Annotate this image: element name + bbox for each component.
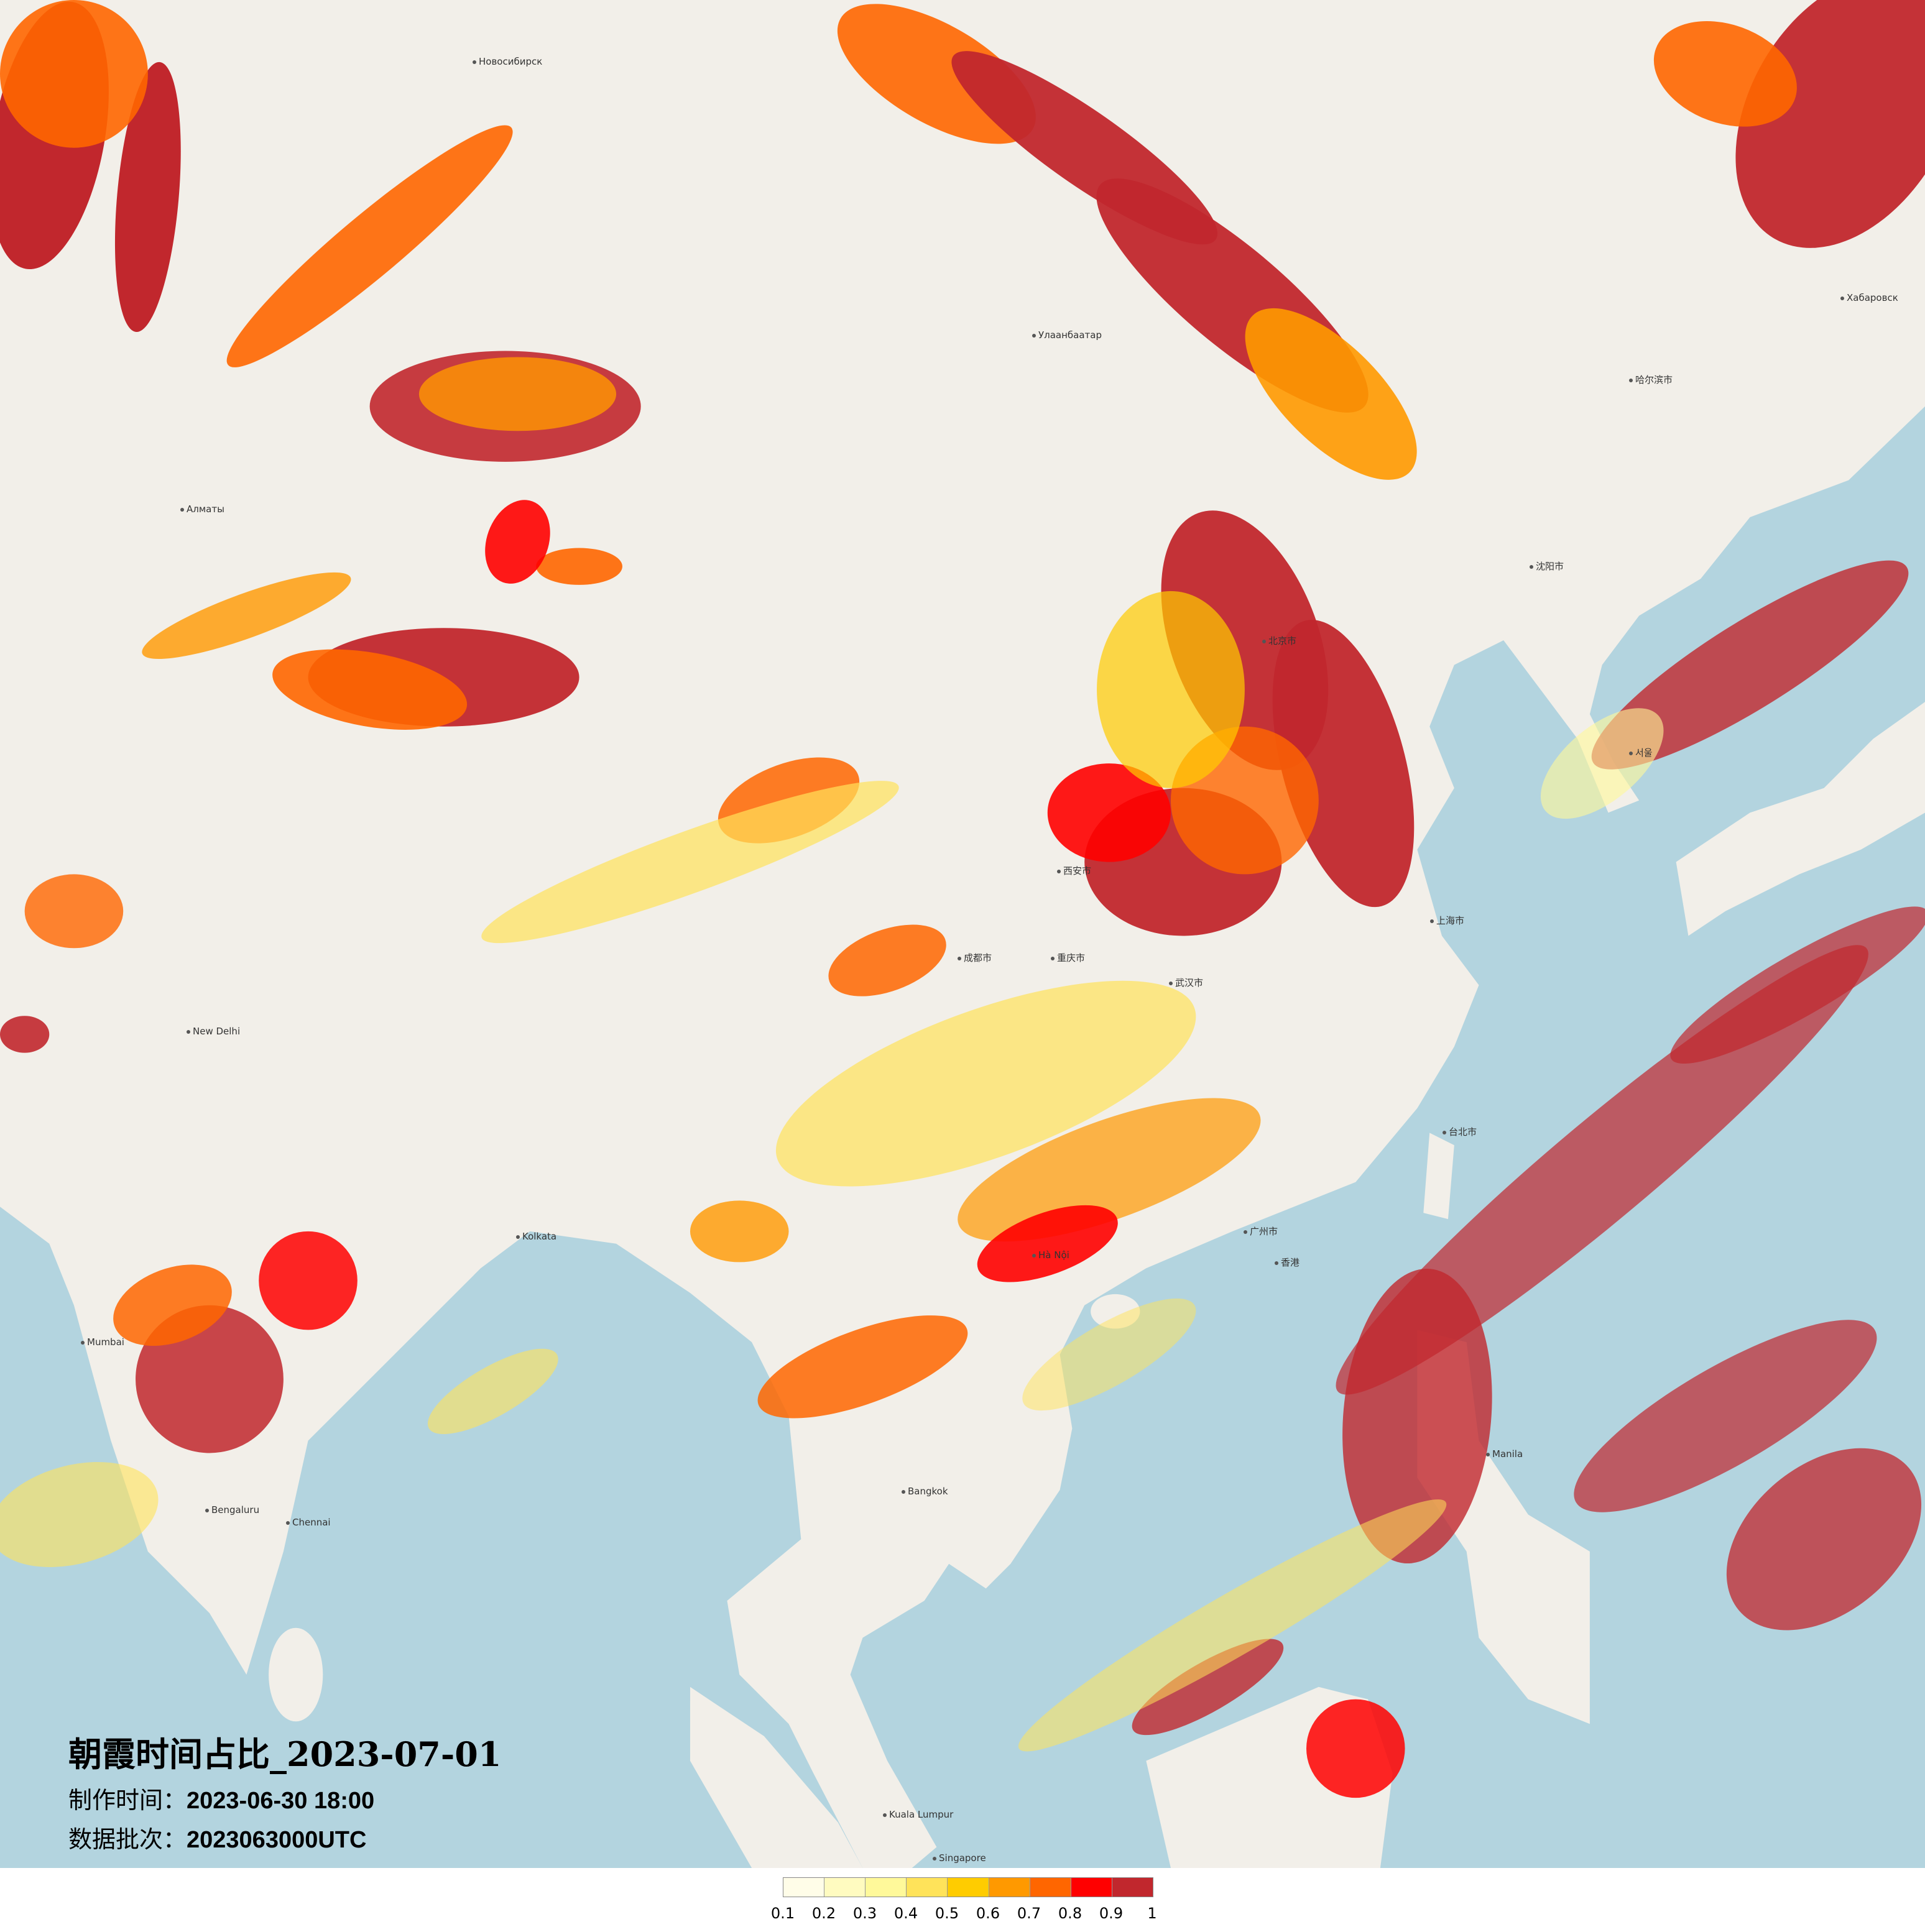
glow-ratio-area [775, 980, 1196, 1187]
legend-label: 0.4 [893, 1905, 918, 1922]
glow-ratio-area [828, 924, 946, 996]
sunrise-glow-overlay [0, 0, 1925, 1798]
city-label: Mumbai [81, 1336, 124, 1348]
city-label: Улаанбаатар [1032, 329, 1102, 341]
city-label: Chennai [286, 1517, 331, 1528]
glow-ratio-area [757, 1315, 968, 1419]
legend-label: 0.9 [1099, 1905, 1124, 1922]
city-label: Singapore [933, 1852, 986, 1864]
city-label: 香港 [1275, 1256, 1299, 1269]
city-label: Manila [1486, 1448, 1523, 1460]
legend-label: 0.3 [852, 1905, 877, 1922]
city-label: Kolkata [516, 1231, 556, 1242]
city-label: 哈尔滨市 [1629, 373, 1673, 386]
legend-label: 0.2 [811, 1905, 836, 1922]
glow-ratio-area [427, 1348, 558, 1435]
city-label: Kuala Lumpur [883, 1809, 953, 1820]
city-label: 成都市 [958, 951, 992, 964]
sri-lanka [269, 1627, 323, 1722]
city-label: 台北市 [1443, 1125, 1477, 1138]
glow-ratio-area [1018, 1499, 1447, 1752]
legend-label: 1 [1147, 1905, 1157, 1922]
city-label: 武汉市 [1169, 976, 1203, 989]
city-label: 沈阳市 [1530, 559, 1564, 573]
glow-ratio-area [536, 548, 622, 585]
glow-ratio-area [259, 1231, 358, 1330]
glow-ratio-area [1726, 1448, 1922, 1631]
glow-ratio-area [481, 781, 899, 944]
glow-ratio-area [1670, 906, 1925, 1064]
data-batch: 数据批次：2023063000UTC [68, 1826, 367, 1853]
glow-ratio-area [0, 1016, 50, 1053]
glow-ratio-area [1047, 763, 1171, 862]
glow-ratio-area [977, 1205, 1118, 1282]
legend-swatch [907, 1878, 948, 1897]
glow-ratio-area [1574, 1320, 1877, 1512]
glow-ratio-area [690, 1200, 789, 1263]
glow-ratio-area [1022, 1298, 1196, 1411]
city-label: 서울 [1629, 746, 1653, 759]
city-label: Новосибирск [473, 56, 542, 67]
city-label: 西安市 [1057, 864, 1091, 877]
city-label: Hà Nội [1032, 1249, 1069, 1261]
glow-ratio-area [114, 62, 181, 333]
glow-ratio-area [24, 874, 124, 949]
city-label: Хабаровск [1840, 292, 1898, 303]
legend-swatch [866, 1878, 907, 1897]
glow-ratio-area [1097, 591, 1245, 788]
city-label: New Delhi [187, 1026, 240, 1037]
mainland [0, 0, 1925, 1868]
glow-ratio-area [1306, 1699, 1405, 1798]
legend-label: 0.5 [935, 1905, 959, 1922]
city-label: Bangkok [902, 1486, 948, 1497]
city-label: 上海市 [1430, 914, 1464, 927]
production-time: 制作时间：2023-06-30 18:00 [68, 1787, 375, 1814]
title-block: 朝霞时间占比_2023-07-01 制作时间：2023-06-30 18:00 … [68, 1734, 501, 1852]
glow-ratio-area [418, 357, 617, 431]
map-canvas[interactable] [0, 0, 1925, 1868]
legend-swatch [824, 1878, 866, 1897]
legend-labels: 0.1 0.2 0.3 0.4 0.5 0.6 0.7 0.8 0.9 1 [770, 1905, 1168, 1923]
legend-swatch [1112, 1878, 1153, 1897]
japan [1676, 702, 1925, 936]
glow-ratio-area [0, 0, 148, 148]
city-label: 重庆市 [1051, 951, 1085, 964]
glow-ratio-area [142, 572, 351, 660]
city-label: 北京市 [1262, 634, 1296, 647]
legend-swatch [783, 1878, 825, 1897]
glow-ratio-area [958, 1098, 1261, 1242]
legend-label: 0.1 [770, 1905, 795, 1922]
sumatra [690, 1686, 863, 1868]
glow-ratio-area [1735, 0, 1925, 248]
legend-label: 0.8 [1058, 1905, 1083, 1922]
glow-ratio-area [113, 1264, 232, 1346]
map-title: 朝霞时间占比_2023-07-01 [68, 1734, 502, 1774]
glow-ratio-area [272, 649, 468, 730]
city-label: 广州市 [1244, 1225, 1278, 1238]
taiwan [1423, 1133, 1454, 1220]
glow-ratio-area [1591, 560, 1909, 770]
glow-ratio-area [1245, 308, 1417, 480]
glow-ratio-area [226, 125, 513, 367]
glow-ratio-area [1540, 708, 1664, 819]
legend-swatch [989, 1878, 1030, 1897]
glow-ratio-area [485, 500, 550, 584]
legend-label: 0.6 [976, 1905, 1000, 1922]
legend-label: 0.7 [1017, 1905, 1041, 1922]
glow-ratio-area [0, 1461, 159, 1568]
glow-ratio-area [1653, 21, 1797, 127]
glow-ratio-area [1336, 945, 1868, 1395]
color-legend [783, 1877, 1153, 1897]
legend-swatch [1071, 1878, 1112, 1897]
legend-swatch [948, 1878, 989, 1897]
city-label: Алматы [180, 504, 224, 515]
city-label: Bengaluru [205, 1504, 259, 1516]
glow-ratio-area [1132, 1639, 1284, 1736]
legend-swatch [1030, 1878, 1071, 1897]
